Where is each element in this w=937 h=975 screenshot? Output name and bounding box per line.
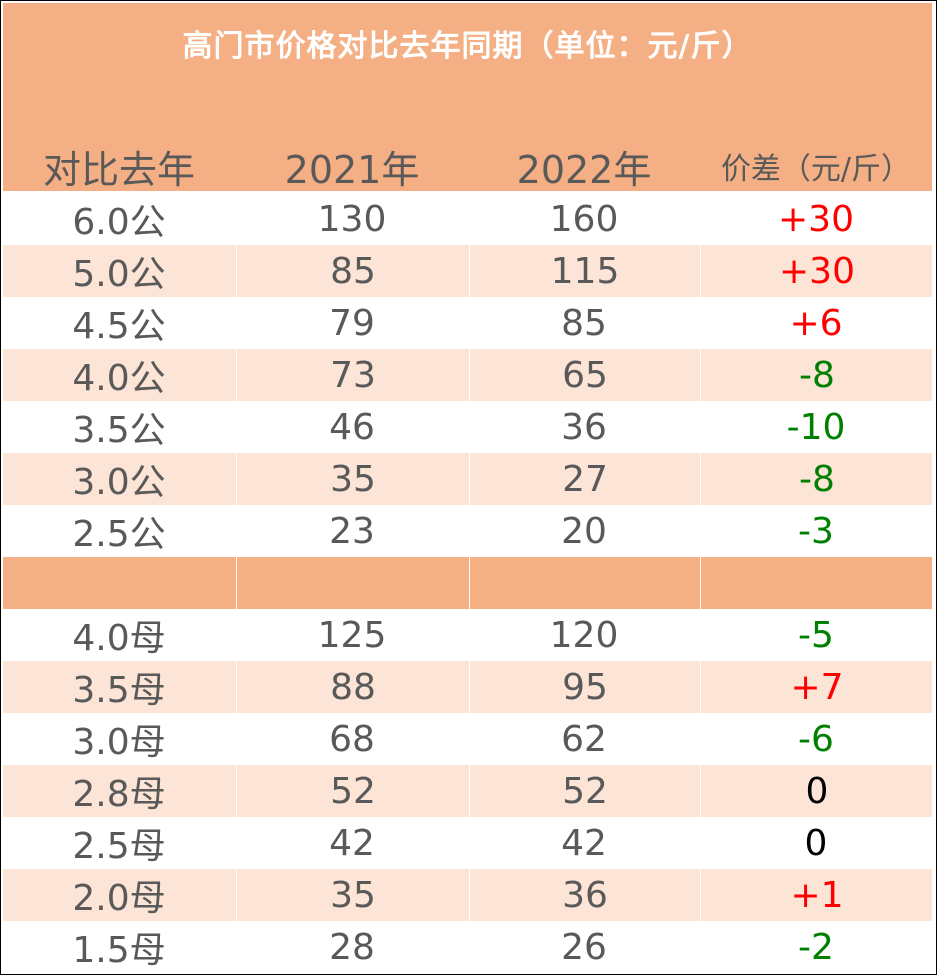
section-separator [3,557,932,609]
diff-cell: +7 [700,661,933,713]
diff-cell: +30 [700,245,933,297]
separator-cell [3,557,235,609]
table-row: 2.0母 35 36 +1 [3,869,932,921]
price-2022-cell: 52 [469,765,700,817]
price-2022-cell: 36 [469,869,700,921]
size-cell: 6.0公 [72,202,166,243]
size-cell: 4.0公 [72,358,166,399]
header-2022: 2022年 [516,147,652,192]
diff-cell: -8 [700,349,933,401]
separator-cell [700,557,933,609]
diff-cell: -6 [798,718,834,760]
price-2021-cell: 73 [236,349,469,401]
table-row: 2.5母 42 42 0 [3,817,932,869]
price-2022-cell: 120 [549,614,619,656]
diff-cell: -2 [798,926,834,968]
table-row: 4.5公 79 85 +6 [3,297,932,349]
price-2021-cell: 130 [317,198,387,240]
price-2022-cell: 27 [469,453,700,505]
price-2022-cell: 160 [549,198,619,240]
diff-cell: -8 [700,453,933,505]
separator-cell [469,557,700,609]
table-row: 3.0母 68 62 -6 [3,713,932,765]
price-2021-cell: 52 [236,765,469,817]
table-row: 2.5公 23 20 -3 [3,505,932,557]
diff-cell: +6 [789,302,843,344]
price-2022-cell: 62 [561,718,607,760]
size-cell: 3.0公 [72,462,166,503]
size-cell: 5.0公 [72,254,166,295]
table-row: 3.0公 35 27 -8 [3,453,932,505]
size-cell: 4.5公 [72,306,166,347]
table-row: 5.0公 85 115 +30 [3,245,932,297]
header-2021: 2021年 [284,147,420,192]
size-cell: 4.0母 [72,618,166,659]
table-row: 4.0公 73 65 -8 [3,349,932,401]
diff-cell: -5 [798,614,834,656]
size-cell: 2.5母 [72,826,166,867]
diff-cell: 0 [700,765,933,817]
size-cell: 2.0母 [72,878,166,919]
price-2022-cell: 95 [469,661,700,713]
table-row: 3.5母 88 95 +7 [3,661,932,713]
diff-cell: -3 [798,510,834,552]
price-2022-cell: 36 [561,406,607,448]
price-2022-cell: 85 [561,302,607,344]
price-2022-cell: 26 [561,926,607,968]
size-cell: 3.5母 [72,670,166,711]
table-row: 4.0母 125 120 -5 [3,609,932,661]
table-title: 高门市价格对比去年同期（单位：元/斤） [182,29,753,64]
table-row: 1.5母 28 26 -2 [3,921,932,973]
diff-cell: +30 [778,198,854,240]
diff-cell: 0 [804,822,828,864]
header-compare: 对比去年 [42,147,195,192]
price-2022-cell: 42 [561,822,607,864]
price-2021-cell: 46 [329,406,375,448]
price-2022-cell: 20 [561,510,607,552]
header-diff: 价差（元/斤） [720,152,912,187]
price-2022-cell: 65 [469,349,700,401]
size-cell: 3.0母 [72,722,166,763]
price-2021-cell: 35 [236,453,469,505]
size-cell: 3.5公 [72,410,166,451]
size-cell: 2.8母 [72,774,166,815]
price-2021-cell: 125 [317,614,387,656]
price-2021-cell: 42 [329,822,375,864]
price-2021-cell: 23 [329,510,375,552]
price-2021-cell: 85 [236,245,469,297]
diff-cell: +1 [700,869,933,921]
table-row: 6.0公 130 160 +30 [3,193,932,245]
table-row: 3.5公 46 36 -10 [3,401,932,453]
price-2021-cell: 28 [329,926,375,968]
table-row: 2.8母 52 52 0 [3,765,932,817]
price-2021-cell: 68 [329,718,375,760]
diff-cell: -10 [786,406,846,448]
size-cell: 1.5母 [72,930,166,971]
price-2021-cell: 79 [329,302,375,344]
size-cell: 2.5公 [72,514,166,555]
price-2021-cell: 88 [236,661,469,713]
price-2021-cell: 35 [236,869,469,921]
price-2022-cell: 115 [469,245,700,297]
separator-cell [236,557,469,609]
table-header: 高门市价格对比去年同期（单位：元/斤） 对比去年 2021年 2022年 价差（… [3,3,932,192]
